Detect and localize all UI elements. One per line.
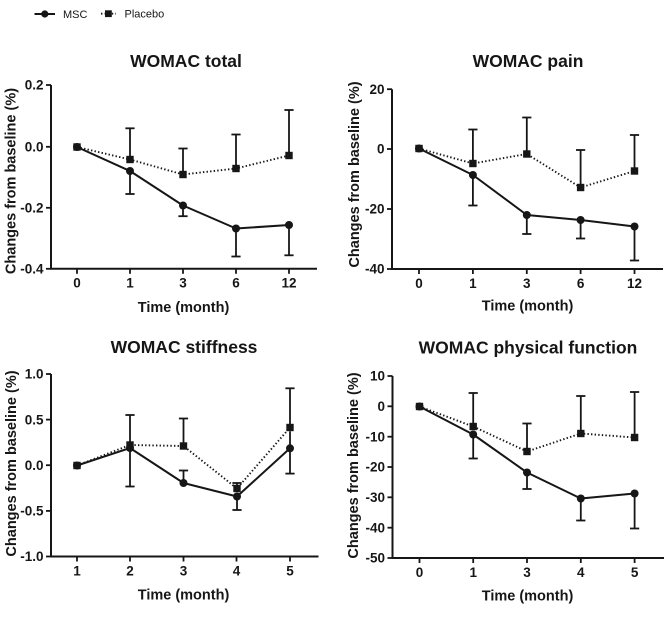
svg-text:WOMAC physical function: WOMAC physical function [419,338,638,358]
svg-text:Time (month): Time (month) [138,300,230,316]
svg-text:0: 0 [377,142,385,157]
svg-text:20: 20 [369,82,384,97]
svg-text:4: 4 [577,565,585,580]
svg-text:0: 0 [416,565,424,580]
svg-text:1: 1 [469,276,477,291]
svg-text:5: 5 [631,565,639,580]
svg-text:WOMAC pain: WOMAC pain [473,51,584,71]
svg-text:12: 12 [281,276,296,291]
svg-text:0: 0 [415,276,423,291]
svg-text:-20: -20 [365,460,385,475]
svg-text:WOMAC total: WOMAC total [130,51,242,71]
svg-text:Changes from baseline (%): Changes from baseline (%) [4,370,20,556]
svg-text:3: 3 [180,563,188,578]
svg-text:-0.2: -0.2 [20,201,43,216]
svg-text:-1.0: -1.0 [20,549,43,564]
svg-text:0.2: 0.2 [25,78,44,93]
svg-text:MSC: MSC [63,9,88,21]
svg-text:10: 10 [370,369,385,384]
svg-text:-50: -50 [365,551,385,566]
svg-text:12: 12 [627,276,642,291]
svg-text:-40: -40 [365,262,385,277]
svg-text:1: 1 [126,276,134,291]
svg-text:6: 6 [232,276,240,291]
svg-text:-20: -20 [365,202,385,217]
svg-text:-0.5: -0.5 [20,504,44,519]
svg-text:WOMAC stiffness: WOMAC stiffness [111,337,258,357]
svg-text:1: 1 [469,565,477,580]
svg-text:Time (month): Time (month) [482,589,574,605]
svg-text:3: 3 [523,276,531,291]
svg-text:0.5: 0.5 [25,412,44,427]
svg-text:6: 6 [577,276,585,291]
svg-text:Changes from baseline (%): Changes from baseline (%) [4,88,20,274]
svg-text:0.0: 0.0 [25,458,44,473]
svg-text:Changes from baseline (%): Changes from baseline (%) [346,372,362,558]
svg-text:0: 0 [73,276,81,291]
svg-text:Time (month): Time (month) [138,588,230,604]
svg-text:0: 0 [377,399,385,414]
svg-text:-40: -40 [365,520,385,535]
svg-text:4: 4 [233,563,241,578]
svg-text:5: 5 [286,563,294,578]
svg-text:-10: -10 [365,429,385,444]
svg-text:Changes from baseline (%): Changes from baseline (%) [347,81,363,267]
svg-text:0.0: 0.0 [25,140,44,155]
svg-text:1.0: 1.0 [25,367,44,382]
svg-text:-0.4: -0.4 [20,262,44,277]
svg-text:2: 2 [126,563,134,578]
svg-text:3: 3 [523,565,531,580]
svg-text:Placebo: Placebo [125,9,165,21]
svg-text:Time (month): Time (month) [482,299,574,315]
svg-text:1: 1 [73,563,81,578]
svg-text:-30: -30 [365,490,385,505]
svg-text:3: 3 [179,276,187,291]
